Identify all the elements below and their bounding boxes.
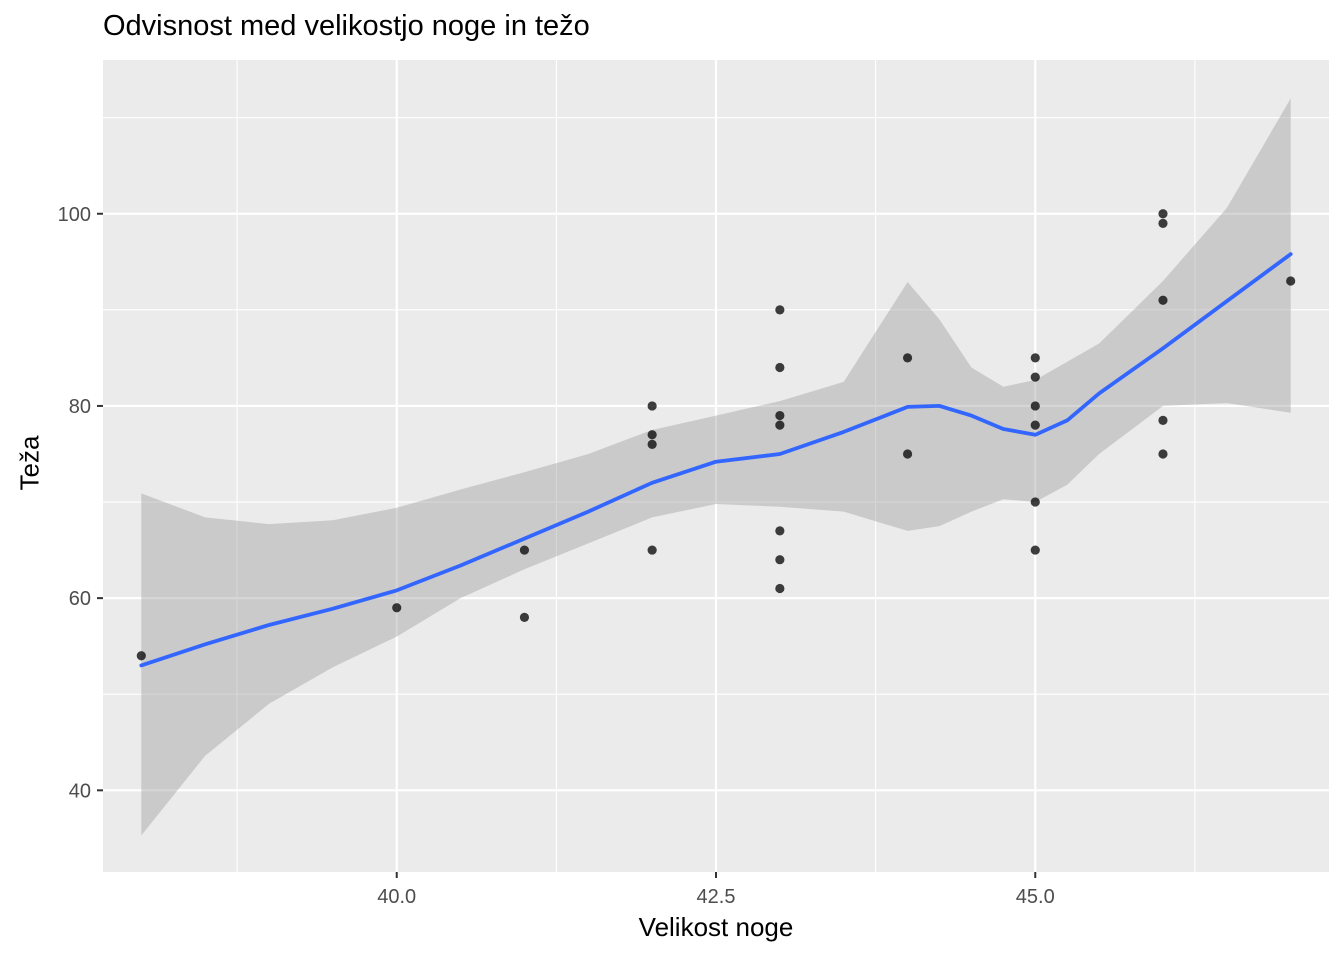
data-point bbox=[1286, 276, 1296, 286]
y-axis-ticks: 40 60 80 100 bbox=[58, 204, 103, 802]
data-point bbox=[519, 612, 530, 622]
y-tick-label: 100 bbox=[58, 204, 91, 226]
data-point bbox=[519, 545, 530, 555]
data-point bbox=[647, 439, 657, 449]
x-axis-label: Velikost noge bbox=[638, 912, 794, 942]
y-tick-label: 40 bbox=[69, 780, 91, 802]
data-point bbox=[775, 583, 785, 594]
data-point bbox=[1030, 372, 1040, 382]
data-point bbox=[647, 545, 657, 555]
data-point bbox=[775, 526, 785, 536]
data-point bbox=[902, 449, 913, 459]
data-points bbox=[136, 209, 1296, 661]
data-point bbox=[1030, 545, 1040, 555]
x-tick-label: 40.0 bbox=[377, 886, 416, 908]
data-point bbox=[1030, 401, 1040, 411]
x-axis-ticks: 40.0 42.5 45.0 bbox=[377, 872, 1055, 908]
x-tick-label: 45.0 bbox=[1016, 886, 1055, 908]
data-point bbox=[1030, 420, 1040, 430]
major-gridlines bbox=[103, 60, 1329, 872]
x-tick-label: 42.5 bbox=[697, 886, 736, 908]
data-point bbox=[775, 362, 785, 373]
data-point bbox=[647, 430, 657, 440]
data-point bbox=[775, 305, 785, 315]
data-point bbox=[1158, 449, 1168, 459]
data-point bbox=[392, 603, 402, 613]
data-point bbox=[775, 420, 785, 430]
smooth-trend-line bbox=[139, 252, 1293, 668]
data-point bbox=[1158, 209, 1168, 219]
data-point bbox=[647, 401, 657, 411]
data-point bbox=[902, 353, 913, 363]
data-point bbox=[1030, 353, 1040, 363]
y-axis-label: Teža bbox=[14, 435, 45, 491]
data-point bbox=[1030, 497, 1040, 507]
y-tick-label: 60 bbox=[69, 588, 91, 610]
data-point bbox=[136, 651, 146, 661]
data-point bbox=[775, 555, 785, 565]
data-point bbox=[1158, 415, 1168, 425]
data-point bbox=[1158, 295, 1168, 305]
data-point bbox=[1158, 218, 1168, 228]
chart-title: Odvisnost med velikostjo noge in težo bbox=[103, 10, 590, 42]
data-point bbox=[775, 410, 785, 421]
confidence-ribbon bbox=[141, 98, 1291, 836]
y-tick-label: 80 bbox=[69, 396, 91, 418]
